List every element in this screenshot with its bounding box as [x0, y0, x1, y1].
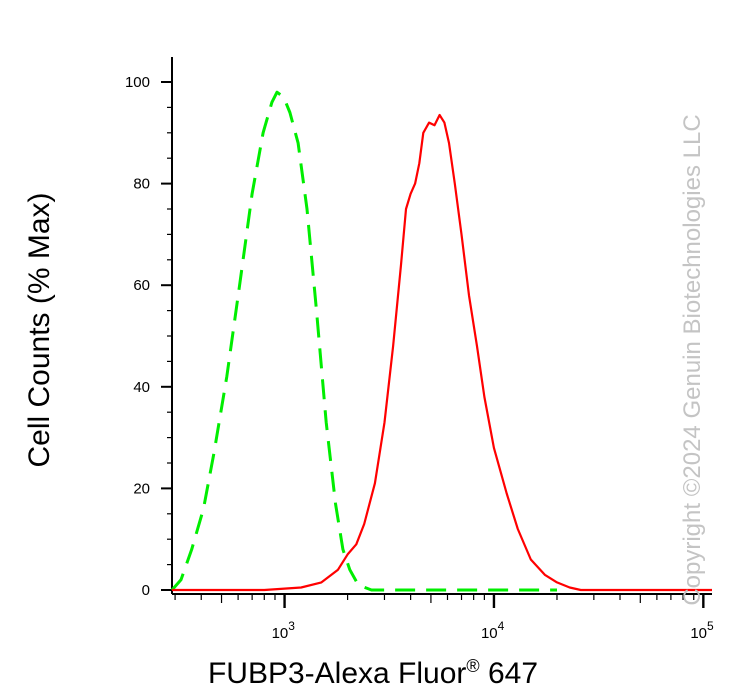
x-tick-label: 105	[690, 619, 714, 642]
x-tick-exponent: 5	[707, 619, 714, 633]
x-tick-base: 10	[481, 625, 498, 642]
x-axis-title-registered-mark: ®	[466, 656, 479, 676]
y-tick-label: 20	[133, 480, 150, 497]
copyright-watermark: Copyright ©2024 Genuin Biotechnologies L…	[679, 114, 706, 605]
x-tick-base: 10	[272, 625, 289, 642]
x-tick-exponent: 3	[288, 619, 295, 633]
isotype-control-curve	[170, 90, 557, 592]
y-tick-label: 0	[142, 582, 150, 599]
y-tick-label: 100	[125, 74, 150, 91]
y-axis-title: Cell Counts (% Max)	[23, 192, 56, 467]
x-axis-ticks: 103 104 105	[174, 594, 714, 642]
series-layer	[170, 90, 712, 592]
y-tick-label: 80	[133, 176, 150, 193]
x-tick-label: 103	[272, 619, 296, 642]
x-tick-label: 104	[481, 619, 505, 642]
x-tick-base: 10	[690, 625, 707, 642]
y-tick-label: 60	[133, 277, 150, 294]
x-axis-title-prefix: FUBP3-Alexa Fluor	[208, 657, 466, 690]
sample-curve	[172, 113, 712, 592]
x-axis-title-suffix: 647	[480, 657, 538, 690]
plot-frame	[171, 57, 712, 595]
y-tick-label: 40	[133, 379, 150, 396]
x-axis-title: FUBP3-Alexa Fluor® 647	[208, 656, 538, 690]
y-axis-ticks: 0 20 40 60 80 100	[125, 74, 172, 599]
x-tick-exponent: 4	[498, 619, 505, 633]
